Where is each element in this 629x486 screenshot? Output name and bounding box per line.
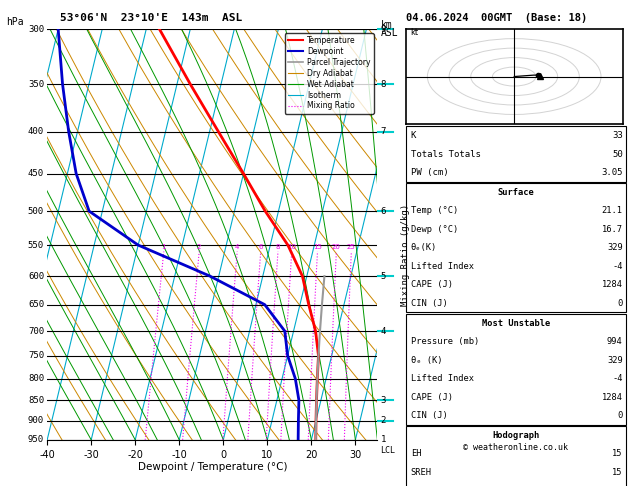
- Text: 0: 0: [618, 299, 623, 308]
- Text: 9: 9: [381, 25, 386, 34]
- Text: 8: 8: [381, 80, 386, 88]
- Text: 15: 15: [612, 450, 623, 458]
- Text: θₑ(K): θₑ(K): [411, 243, 437, 252]
- Text: CIN (J): CIN (J): [411, 299, 447, 308]
- Text: Dewp (°C): Dewp (°C): [411, 225, 458, 234]
- Text: 04.06.2024  00GMT  (Base: 18): 04.06.2024 00GMT (Base: 18): [406, 13, 587, 23]
- Text: 300: 300: [28, 25, 44, 34]
- Text: SREH: SREH: [411, 468, 431, 477]
- Text: 450: 450: [28, 169, 44, 178]
- Legend: Temperature, Dewpoint, Parcel Trajectory, Dry Adiabat, Wet Adiabat, Isotherm, Mi: Temperature, Dewpoint, Parcel Trajectory…: [285, 33, 374, 114]
- Text: hPa: hPa: [6, 17, 24, 27]
- Text: 0: 0: [618, 411, 623, 420]
- Text: 800: 800: [28, 374, 44, 383]
- Text: Mixing Ratio (g/kg): Mixing Ratio (g/kg): [401, 204, 410, 306]
- Text: Totals Totals: Totals Totals: [411, 150, 481, 158]
- Text: 329: 329: [607, 356, 623, 364]
- Text: 600: 600: [28, 272, 44, 280]
- Text: 33: 33: [612, 131, 623, 140]
- Text: Most Unstable: Most Unstable: [482, 319, 550, 328]
- Text: 1284: 1284: [602, 280, 623, 289]
- Text: 500: 500: [28, 207, 44, 216]
- Text: 750: 750: [28, 351, 44, 360]
- Text: 1: 1: [381, 435, 386, 444]
- Text: -4: -4: [612, 374, 623, 383]
- Text: 6: 6: [259, 244, 263, 250]
- Text: θₑ (K): θₑ (K): [411, 356, 442, 364]
- Text: K: K: [411, 131, 416, 140]
- Text: 350: 350: [28, 80, 44, 88]
- Text: 400: 400: [28, 127, 44, 136]
- Text: 1284: 1284: [602, 393, 623, 401]
- Text: Lifted Index: Lifted Index: [411, 262, 474, 271]
- Text: 4: 4: [381, 327, 386, 335]
- Text: kt: kt: [410, 28, 418, 37]
- Text: 550: 550: [28, 241, 44, 250]
- Text: LCL: LCL: [381, 446, 396, 455]
- Text: 50: 50: [612, 150, 623, 158]
- Text: Temp (°C): Temp (°C): [411, 207, 458, 215]
- Text: Lifted Index: Lifted Index: [411, 374, 474, 383]
- Text: 7: 7: [381, 127, 386, 136]
- Text: 2: 2: [381, 416, 386, 425]
- Text: 2: 2: [197, 244, 201, 250]
- Text: 25: 25: [347, 244, 356, 250]
- Text: ASL: ASL: [381, 28, 398, 38]
- X-axis label: Dewpoint / Temperature (°C): Dewpoint / Temperature (°C): [138, 462, 287, 472]
- Text: 994: 994: [607, 337, 623, 346]
- Text: 8: 8: [276, 244, 281, 250]
- Text: 10: 10: [287, 244, 296, 250]
- Text: -4: -4: [612, 262, 623, 271]
- Text: EH: EH: [411, 450, 421, 458]
- Text: 950: 950: [28, 435, 44, 444]
- Text: 20: 20: [332, 244, 341, 250]
- Text: Surface: Surface: [498, 188, 534, 197]
- Text: km: km: [381, 20, 392, 31]
- Text: 1: 1: [162, 244, 166, 250]
- Text: CIN (J): CIN (J): [411, 411, 447, 420]
- Text: 5: 5: [381, 272, 386, 280]
- Text: 15: 15: [313, 244, 322, 250]
- Text: Pressure (mb): Pressure (mb): [411, 337, 479, 346]
- Text: CAPE (J): CAPE (J): [411, 280, 453, 289]
- Text: 21.1: 21.1: [602, 207, 623, 215]
- Text: 53°06'N  23°10'E  143m  ASL: 53°06'N 23°10'E 143m ASL: [60, 13, 242, 23]
- Text: PW (cm): PW (cm): [411, 168, 448, 177]
- Text: 3.05: 3.05: [601, 168, 623, 177]
- Text: 4: 4: [235, 244, 240, 250]
- Text: 900: 900: [28, 416, 44, 425]
- Text: 6: 6: [381, 207, 386, 216]
- Text: 700: 700: [28, 327, 44, 335]
- Text: 16.7: 16.7: [602, 225, 623, 234]
- Text: 3: 3: [381, 396, 386, 405]
- Text: © weatheronline.co.uk: © weatheronline.co.uk: [464, 443, 568, 452]
- Text: 15: 15: [612, 468, 623, 477]
- Text: 850: 850: [28, 396, 44, 405]
- Text: CAPE (J): CAPE (J): [411, 393, 453, 401]
- Text: 650: 650: [28, 300, 44, 309]
- Text: 329: 329: [607, 243, 623, 252]
- Text: Hodograph: Hodograph: [492, 431, 540, 440]
